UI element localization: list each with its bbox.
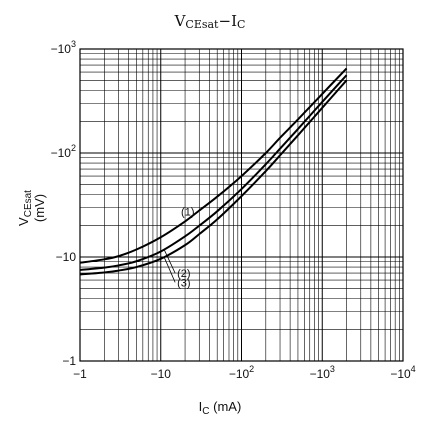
curve-label-leader [192, 211, 200, 216]
x-tick-exponent: 3 [330, 364, 335, 374]
y-axis-label-main: V [16, 217, 31, 226]
svg-text:VCEsat: VCEsat [16, 190, 34, 226]
y-tick-labels: −1−10−102−103 [51, 39, 77, 368]
chart-title: VCEsat−IC [174, 12, 246, 31]
x-tick-label: −10 [151, 367, 172, 381]
curve-1 [79, 67, 348, 264]
y-tick-base: −10 [56, 250, 77, 264]
x-tick-base: −10 [310, 367, 331, 381]
x-axis-label-sub: C [202, 406, 209, 417]
y-axis-label-unit: (mV) [32, 194, 47, 222]
x-tick-exponent: 2 [249, 364, 254, 374]
y-tick-label: −102 [51, 143, 76, 160]
x-tick-label: −102 [229, 364, 254, 381]
y-tick-base: −10 [51, 42, 72, 56]
x-axis-label-unit: (mA) [210, 399, 242, 414]
y-tick-exponent: 3 [71, 39, 76, 49]
x-tick-base: −10 [151, 367, 172, 381]
curve-label-3: (3) [177, 277, 190, 289]
curve-labels: (1) (2)(3) [163, 206, 200, 289]
x-tick-labels: −1 −10 −102 −103 −104 [73, 364, 416, 381]
x-axis-label: IC (mA) [199, 399, 242, 417]
x-tick-label: −103 [310, 364, 335, 381]
curve-label-2: (2) [177, 268, 190, 280]
title-i: I [231, 12, 237, 30]
title-v: V [174, 12, 187, 30]
x-tick-label: −104 [390, 364, 415, 381]
x-tick-base: −1 [73, 367, 87, 381]
y-tick-label: −10 [56, 250, 77, 264]
plot-frame [79, 48, 404, 362]
title-i-sub: C [237, 18, 245, 31]
x-tick-base: −10 [390, 367, 411, 381]
curve-label-leader [163, 256, 176, 283]
y-axis-label-sub: CEsat [23, 190, 34, 217]
x-tick-exponent: 4 [411, 364, 416, 374]
y-axis-label: VCEsat (mV) [16, 190, 47, 226]
curve-label-1: (1) [181, 206, 194, 218]
curve-3 [79, 79, 348, 276]
grid [79, 48, 404, 362]
title-sep: − [218, 12, 231, 30]
curve-2 [79, 74, 348, 271]
title-v-sub: CEsat [185, 18, 219, 31]
x-axis-label-main: I [199, 399, 203, 414]
y-tick-label: −103 [51, 39, 76, 56]
curves [79, 67, 348, 276]
y-tick-exponent: 2 [71, 143, 76, 153]
y-tick-base: −10 [51, 146, 72, 160]
y-tick-label: −1 [62, 354, 76, 368]
x-tick-label: −1 [73, 367, 87, 381]
curve-label-leader [163, 249, 176, 274]
y-tick-base: −1 [62, 354, 76, 368]
x-tick-base: −10 [229, 367, 250, 381]
